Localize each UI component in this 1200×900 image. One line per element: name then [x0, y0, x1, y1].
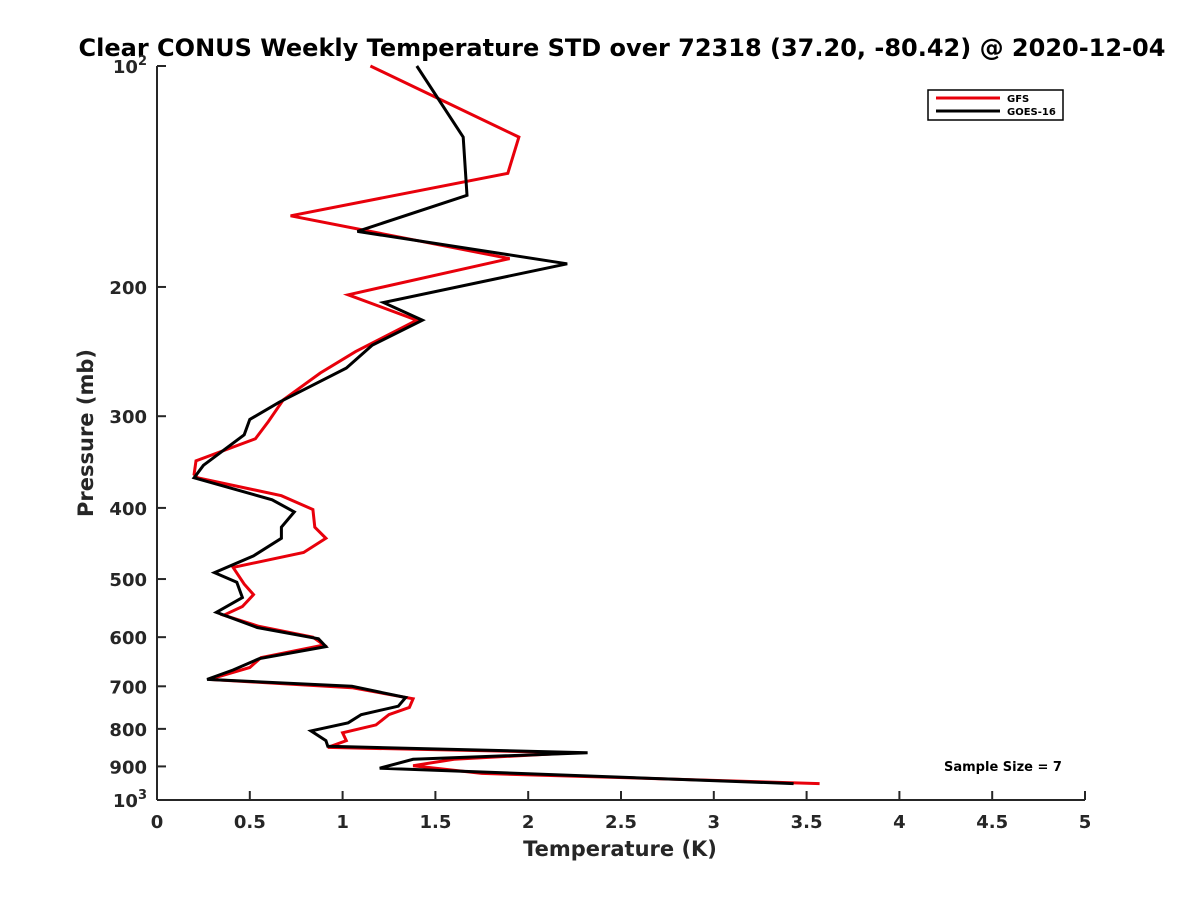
x-tick-label: 3.5 — [791, 812, 823, 833]
y-tick-label: 102 — [113, 54, 147, 78]
x-tick-label: 1.5 — [419, 812, 451, 833]
y-tick-label: 700 — [109, 677, 147, 698]
y-tick-label: 800 — [109, 720, 147, 741]
x-tick-label: 2.5 — [605, 812, 637, 833]
series-line-goes-16 — [191, 65, 794, 786]
x-tick-label: 0.5 — [234, 812, 266, 833]
y-tick-label: 200 — [109, 278, 147, 299]
series-layer — [191, 64, 820, 786]
y-tick-label: 900 — [109, 757, 147, 778]
x-tick-label: 0 — [151, 812, 164, 833]
y-tick-label: 400 — [109, 499, 147, 520]
x-tick-label: 3 — [708, 812, 721, 833]
y-tick-label: 103 — [113, 788, 147, 812]
sample-size-annotation: Sample Size = 7 — [944, 760, 1062, 775]
x-tick-label: 5 — [1079, 812, 1092, 833]
y-tick-label: 600 — [109, 628, 147, 649]
y-tick-label: 500 — [109, 570, 147, 591]
axes: 0 0.5 1 1.5 2 2.5 3 3.5 4 4.5 5 102 200 300 400 500 600 7… — [109, 54, 1091, 833]
legend-box — [927, 89, 1064, 121]
x-axis-label: Temperature (K) — [523, 837, 717, 861]
x-tick-label: 1 — [336, 812, 349, 833]
legend-label: GFS — [1007, 94, 1029, 105]
x-tick-label: 4 — [893, 812, 906, 833]
x-tick-label: 4.5 — [976, 812, 1008, 833]
y-axis-label: Pressure (mb) — [74, 349, 98, 517]
chart-title: Clear CONUS Weekly Temperature STD over … — [79, 34, 1166, 62]
y-tick-label: 300 — [109, 407, 147, 428]
x-tick-label: 2 — [522, 812, 535, 833]
legend-label: GOES-16 — [1007, 107, 1056, 118]
legend: GFS GOES-16 — [927, 89, 1064, 121]
series-line-gfs — [192, 64, 820, 786]
